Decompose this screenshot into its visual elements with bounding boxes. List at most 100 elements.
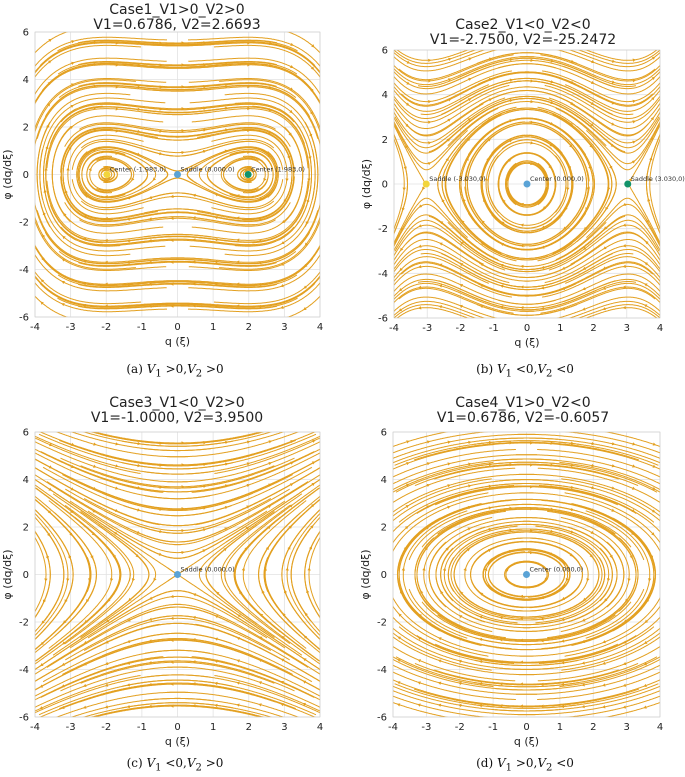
streamline-arrow bbox=[622, 264, 626, 269]
streamline-arrow bbox=[310, 504, 315, 508]
y-axis-label: φ (dq/dξ) bbox=[1, 549, 14, 599]
streamline bbox=[584, 50, 658, 61]
figure-caption: (a) V1 >0,V2 >0 bbox=[126, 362, 224, 380]
streamline-arrow bbox=[590, 123, 594, 127]
streamline-arrow bbox=[467, 506, 472, 510]
streamline-arrow bbox=[303, 306, 307, 311]
streamline-arrow bbox=[246, 483, 251, 488]
streamline-arrow bbox=[542, 206, 547, 210]
x-axis-label: q (ξ) bbox=[165, 335, 190, 348]
streamline-arrow bbox=[202, 549, 206, 553]
streamline-arrow bbox=[530, 441, 534, 445]
streamline bbox=[393, 449, 516, 478]
streamline-arrow bbox=[225, 462, 229, 466]
streamline-arrow bbox=[611, 80, 616, 84]
streamline bbox=[100, 432, 265, 445]
streamline bbox=[517, 492, 660, 553]
streamline bbox=[166, 432, 300, 458]
streamline-arrow bbox=[643, 304, 648, 308]
streamline-arrow bbox=[46, 124, 50, 128]
streamline-arrow bbox=[104, 683, 109, 687]
streamline-arrow bbox=[631, 509, 636, 513]
streamline-arrow bbox=[588, 166, 592, 170]
streamline bbox=[649, 137, 660, 231]
streamline bbox=[498, 63, 660, 95]
streamline bbox=[198, 510, 275, 639]
streamline bbox=[198, 148, 277, 201]
streamline-arrow bbox=[651, 96, 655, 101]
x-tick-label: -1 bbox=[137, 722, 147, 733]
streamline-arrow bbox=[442, 567, 447, 571]
streamline-arrow bbox=[520, 264, 524, 269]
streamline bbox=[125, 481, 309, 543]
streamline bbox=[476, 52, 656, 81]
streamline-arrow bbox=[198, 567, 202, 572]
streamline bbox=[393, 467, 516, 503]
streamline-arrow bbox=[632, 120, 636, 124]
streamline-arrow bbox=[427, 141, 432, 145]
streamline-arrow bbox=[104, 705, 109, 709]
streamline bbox=[102, 474, 293, 511]
streamline bbox=[393, 690, 538, 716]
x-axis-label: q (ξ) bbox=[514, 735, 539, 748]
streamline bbox=[571, 503, 656, 632]
streamline-arrow bbox=[562, 246, 566, 250]
streamline bbox=[477, 71, 654, 106]
streamline bbox=[143, 180, 309, 241]
streamline-arrow bbox=[289, 504, 293, 508]
streamline-arrow bbox=[90, 555, 94, 559]
streamline-arrow bbox=[646, 219, 650, 223]
streamline bbox=[188, 282, 320, 313]
streamline-arrow bbox=[288, 132, 292, 137]
streamline-arrow bbox=[126, 196, 131, 200]
streamline-arrow bbox=[519, 704, 523, 708]
streamline bbox=[224, 484, 320, 582]
streamline-arrow bbox=[582, 287, 586, 291]
equilibrium-label: Saddle (3.030,0) bbox=[631, 175, 685, 183]
y-tick-label: -4 bbox=[19, 665, 29, 676]
x-tick-label: 4 bbox=[317, 322, 323, 333]
streamline-arrow bbox=[643, 683, 647, 688]
streamline-arrow bbox=[152, 177, 157, 181]
streamline bbox=[394, 296, 498, 318]
streamline bbox=[556, 50, 660, 72]
streamline-arrow bbox=[310, 525, 314, 529]
streamline bbox=[518, 508, 639, 612]
streamline bbox=[393, 646, 516, 682]
streamline-arrow bbox=[644, 619, 649, 623]
streamline-arrow bbox=[540, 617, 544, 621]
streamline bbox=[516, 636, 660, 676]
streamline-arrow bbox=[92, 509, 96, 513]
streamline bbox=[570, 103, 660, 137]
plot-frame bbox=[34, 31, 321, 318]
streamline bbox=[35, 271, 142, 305]
streamline-arrow bbox=[530, 528, 534, 533]
equilibrium-label: Center (0.000,0) bbox=[530, 175, 584, 183]
streamline bbox=[60, 103, 255, 123]
streamline-arrow bbox=[280, 305, 284, 309]
streamline-arrow bbox=[192, 193, 196, 198]
streamline bbox=[206, 151, 274, 199]
streamline-arrow bbox=[44, 578, 48, 582]
streamline-arrow bbox=[590, 530, 595, 534]
streamline-arrow bbox=[61, 303, 65, 307]
streamline bbox=[540, 286, 660, 314]
streamline bbox=[125, 606, 309, 668]
streamline bbox=[220, 504, 291, 645]
streamline-arrow bbox=[192, 260, 196, 264]
streamline bbox=[435, 520, 531, 623]
streamline-arrow bbox=[93, 442, 97, 446]
x-tick-label: -2 bbox=[101, 722, 111, 733]
streamline bbox=[224, 567, 320, 665]
equilibrium-label: Center (-1.983,0) bbox=[110, 166, 166, 174]
streamline bbox=[481, 107, 613, 200]
streamline bbox=[143, 210, 319, 263]
streamline-arrow bbox=[40, 301, 44, 305]
y-tick-label: -4 bbox=[377, 665, 387, 676]
streamline-arrow bbox=[46, 532, 51, 537]
y-tick-label: 2 bbox=[381, 523, 387, 534]
y-tick-label: -4 bbox=[378, 269, 388, 280]
streamline-arrow bbox=[581, 661, 585, 665]
streamline bbox=[101, 179, 284, 209]
